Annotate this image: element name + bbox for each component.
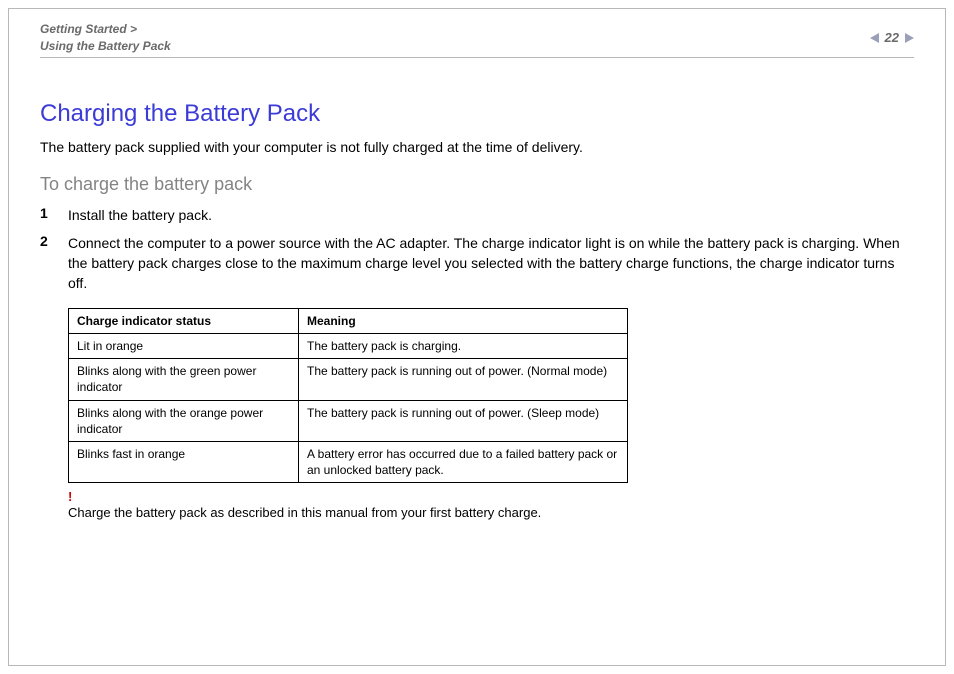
table-column-header: Meaning: [299, 308, 628, 333]
status-table: Charge indicator statusMeaning Lit in or…: [68, 308, 628, 484]
prev-page-icon[interactable]: [870, 33, 879, 43]
table-row: Blinks along with the green power indica…: [69, 359, 628, 400]
warning-text: Charge the battery pack as described in …: [68, 505, 541, 520]
table-cell: The battery pack is running out of power…: [299, 400, 628, 441]
step-text: Connect the computer to a power source w…: [68, 233, 914, 294]
step-text: Install the battery pack.: [68, 205, 212, 225]
step-number: 1: [40, 205, 68, 221]
table-cell: Blinks along with the green power indica…: [69, 359, 299, 400]
table-cell: The battery pack is running out of power…: [299, 359, 628, 400]
table-cell: The battery pack is charging.: [299, 333, 628, 358]
table-row: Blinks fast in orangeA battery error has…: [69, 441, 628, 482]
breadcrumb-line-1: Getting Started >: [40, 22, 137, 36]
table-cell: A battery error has occurred due to a fa…: [299, 441, 628, 482]
breadcrumb: Getting Started > Using the Battery Pack: [40, 21, 171, 55]
page-title: Charging the Battery Pack: [40, 100, 914, 128]
page-header: Getting Started > Using the Battery Pack…: [40, 18, 914, 58]
subheading: To charge the battery pack: [40, 174, 914, 195]
table-column-header: Charge indicator status: [69, 308, 299, 333]
table-cell: Blinks along with the orange power indic…: [69, 400, 299, 441]
table-row: Blinks along with the orange power indic…: [69, 400, 628, 441]
step: 1Install the battery pack.: [40, 205, 914, 225]
page-number: 22: [885, 30, 899, 45]
intro-paragraph: The battery pack supplied with your comp…: [40, 138, 914, 158]
status-table-wrap: Charge indicator statusMeaning Lit in or…: [40, 308, 914, 484]
table-row: Lit in orangeThe battery pack is chargin…: [69, 333, 628, 358]
warning-marker: !: [68, 489, 914, 504]
steps-list: 1Install the battery pack.2Connect the c…: [40, 205, 914, 294]
pager: 22: [870, 30, 914, 45]
warning-note: ! Charge the battery pack as described i…: [40, 489, 914, 522]
page-content: Charging the Battery Pack The battery pa…: [40, 100, 914, 522]
table-cell: Lit in orange: [69, 333, 299, 358]
next-page-icon[interactable]: [905, 33, 914, 43]
breadcrumb-line-2: Using the Battery Pack: [40, 39, 171, 53]
step: 2Connect the computer to a power source …: [40, 233, 914, 294]
table-cell: Blinks fast in orange: [69, 441, 299, 482]
step-number: 2: [40, 233, 68, 249]
